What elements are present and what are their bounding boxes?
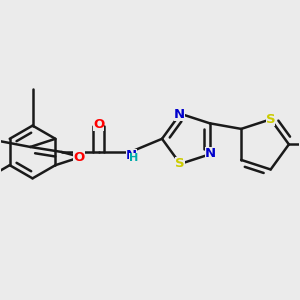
Text: O: O [74,151,85,164]
Text: S: S [176,158,185,170]
Text: N: N [174,108,185,121]
Text: N: N [126,149,137,162]
Text: N: N [205,147,216,160]
Text: O: O [93,118,104,130]
Text: S: S [266,113,275,126]
Text: H: H [129,154,138,164]
